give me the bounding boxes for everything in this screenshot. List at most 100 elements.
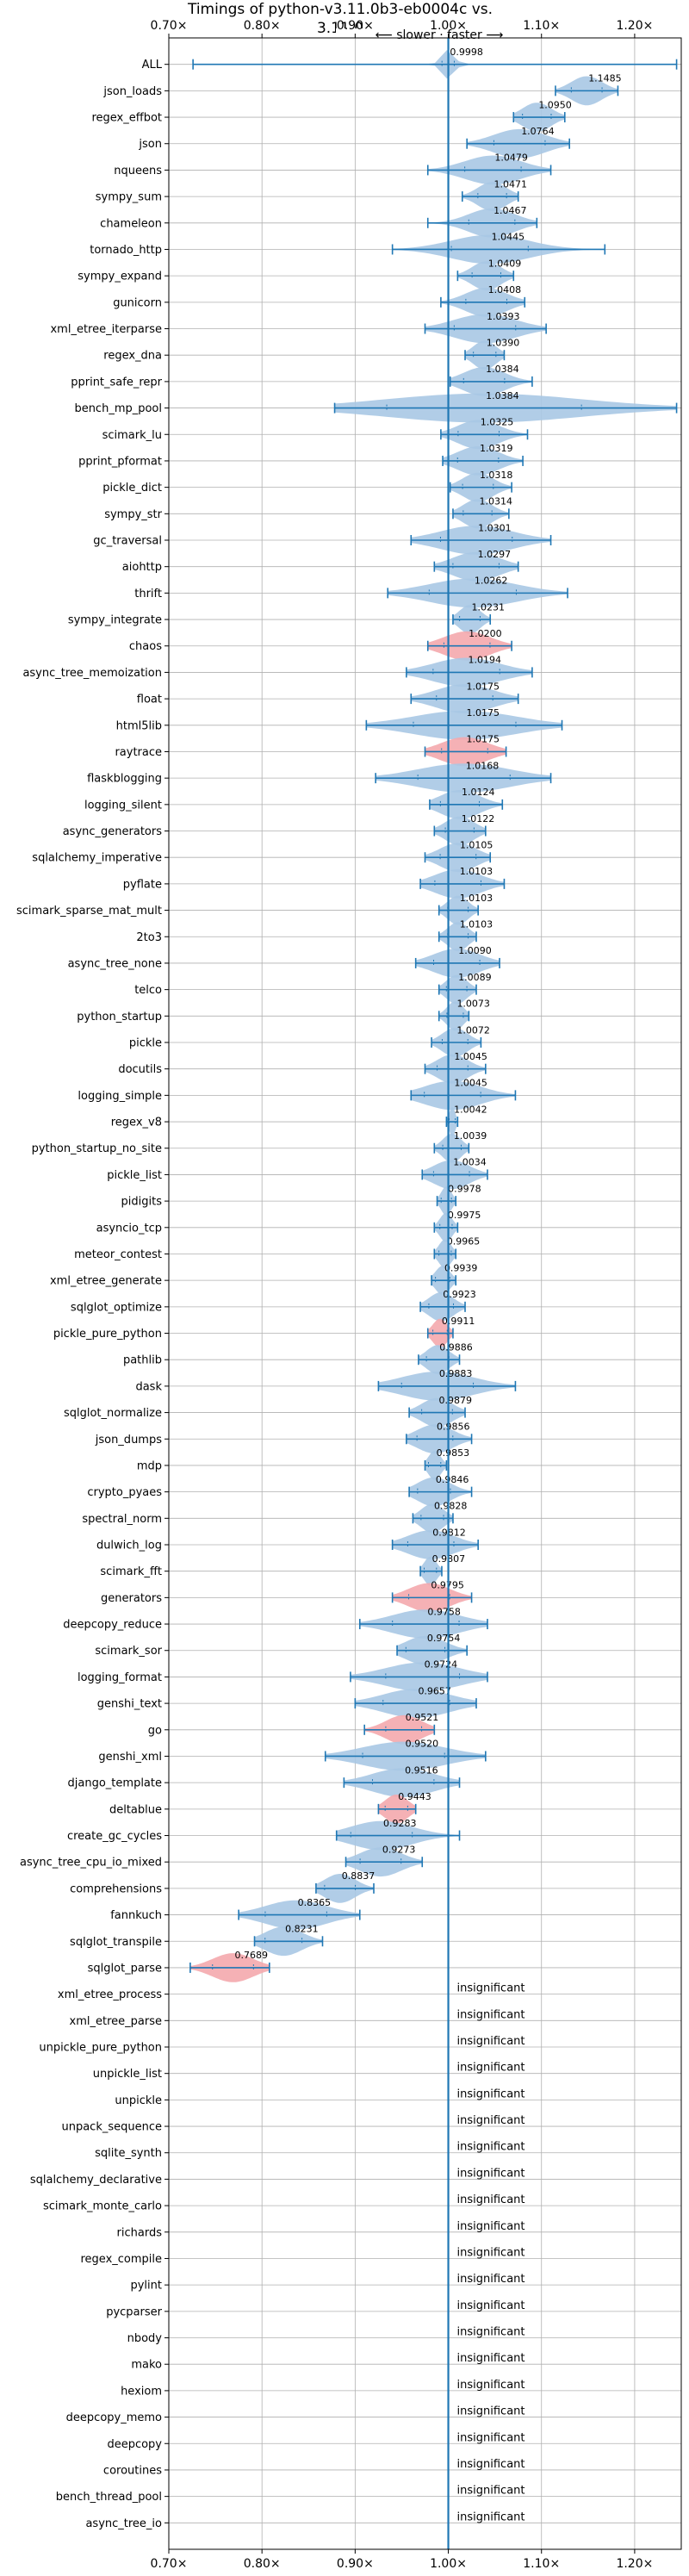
y-tick-label: docutils bbox=[118, 1063, 162, 1076]
y-tick-label: xml_etree_iterparse bbox=[50, 323, 162, 336]
insignificant-label: insignificant bbox=[457, 2405, 525, 2418]
violin-value-label: 1.0105 bbox=[460, 839, 493, 850]
violin-value-label: 1.0103 bbox=[460, 866, 493, 877]
insignificant-label: insignificant bbox=[457, 2141, 525, 2154]
y-tick-label: fannkuch bbox=[110, 1909, 162, 1922]
y-tick-label: deepcopy_reduce bbox=[63, 1619, 162, 1632]
y-tick-label: python_startup_no_site bbox=[32, 1142, 162, 1155]
violin-value-label: 0.9516 bbox=[405, 1764, 438, 1776]
violin-value-label: 0.9283 bbox=[383, 1818, 417, 1829]
insignificant-label: insignificant bbox=[457, 2193, 525, 2206]
x-tick-label-top: 1.00× bbox=[430, 19, 467, 33]
y-tick-label: bench_thread_pool bbox=[56, 2491, 162, 2504]
y-tick-label: pprint_safe_repr bbox=[71, 376, 162, 389]
violin-value-label: 0.9856 bbox=[437, 1422, 470, 1433]
insignificant-label: insignificant bbox=[457, 2062, 525, 2075]
insignificant-label: insignificant bbox=[457, 2088, 525, 2100]
y-tick-label: chameleon bbox=[100, 217, 162, 230]
y-tick-label: pidigits bbox=[121, 1196, 163, 1209]
y-tick-label: unpickle bbox=[115, 2094, 162, 2107]
y-tick-label: scimark_monte_carlo bbox=[43, 2200, 162, 2213]
violin-value-label: 0.9273 bbox=[382, 1844, 416, 1855]
y-tick-label: unpickle_pure_python bbox=[39, 2042, 162, 2055]
insignificant-label: insignificant bbox=[457, 2035, 525, 2048]
insignificant-label: insignificant bbox=[457, 1982, 525, 1995]
y-tick-label: sqlglot_parse bbox=[88, 1962, 162, 1975]
y-tick-label: mdp bbox=[137, 1459, 162, 1472]
y-tick-label: pickle_pure_python bbox=[53, 1328, 162, 1341]
violin-value-label: 1.0408 bbox=[488, 284, 522, 296]
violin-value-label: 0.8837 bbox=[342, 1870, 376, 1882]
violin-value-label: 0.9883 bbox=[439, 1368, 473, 1379]
y-tick-label: json_dumps bbox=[95, 1434, 162, 1447]
y-tick-label: scimark_lu bbox=[102, 429, 162, 442]
violin-value-label: 1.0090 bbox=[458, 945, 492, 956]
violin-value-label: 0.9443 bbox=[398, 1791, 431, 1802]
y-tick-label: generators bbox=[101, 1592, 162, 1605]
y-tick-label: nbody bbox=[127, 2332, 163, 2345]
y-tick-label: gunicorn bbox=[113, 296, 162, 309]
violin-value-label: 1.0122 bbox=[462, 813, 495, 824]
violin-value-label: 0.8365 bbox=[298, 1897, 332, 1908]
violin-value-label: 0.9965 bbox=[447, 1236, 481, 1248]
violin-value-label: 1.0325 bbox=[481, 417, 514, 428]
y-tick-label: bench_mp_pool bbox=[74, 402, 162, 415]
y-tick-label: richards bbox=[117, 2226, 163, 2239]
violin-value-label: 0.9879 bbox=[438, 1395, 472, 1406]
y-tick-label: sympy_expand bbox=[78, 271, 162, 283]
violin-value-label: 0.9923 bbox=[443, 1289, 476, 1300]
y-tick-label: spectral_norm bbox=[82, 1513, 162, 1526]
violin-value-label: 0.9521 bbox=[406, 1712, 439, 1723]
y-tick-label: xml_etree_parse bbox=[70, 2015, 162, 2028]
y-tick-label: genshi_text bbox=[97, 1698, 162, 1711]
violin-value-label: 1.0950 bbox=[538, 99, 572, 110]
x-tick-label-bottom: 0.80× bbox=[244, 2557, 281, 2571]
violin-value-label: 1.0301 bbox=[478, 522, 512, 533]
y-tick-label: async_tree_io bbox=[85, 2517, 162, 2530]
y-tick-label: thrift bbox=[134, 588, 162, 600]
y-tick-label: pprint_pformat bbox=[78, 455, 162, 468]
insignificant-label: insignificant bbox=[457, 2008, 525, 2021]
y-tick-label: sympy_sum bbox=[96, 191, 162, 204]
x-tick-label-bottom: 0.70× bbox=[151, 2557, 188, 2571]
violin-value-label: 0.9657 bbox=[418, 1685, 451, 1696]
violin-value-label: 1.0175 bbox=[466, 734, 500, 745]
violin-value-label: 0.7689 bbox=[235, 1950, 269, 1961]
y-tick-label: nqueens bbox=[114, 165, 162, 177]
y-tick-label: create_gc_cycles bbox=[67, 1830, 162, 1843]
y-tick-label: sqlglot_optimize bbox=[71, 1301, 162, 1314]
y-tick-label: json_loads bbox=[102, 85, 162, 98]
x-tick-label-bottom: 0.90× bbox=[337, 2557, 374, 2571]
violin-value-label: 0.9886 bbox=[439, 1341, 473, 1353]
plot-frame bbox=[168, 37, 682, 2550]
y-tick-label: deepcopy bbox=[107, 2438, 162, 2451]
violin-value-label: 1.0314 bbox=[480, 496, 513, 507]
insignificant-label: insignificant bbox=[457, 2511, 525, 2523]
y-tick-label: sqlglot_normalize bbox=[64, 1407, 162, 1420]
violin-value-label: 1.0318 bbox=[480, 470, 513, 481]
violin-value-label: 1.0045 bbox=[454, 1078, 487, 1089]
y-tick-label: pickle_list bbox=[107, 1169, 162, 1182]
y-tick-label: aiohttp bbox=[122, 561, 162, 574]
y-tick-label: xml_etree_process bbox=[58, 1988, 162, 2001]
violin-value-label: 1.0089 bbox=[458, 972, 492, 983]
y-tick-label: go bbox=[148, 1724, 162, 1737]
y-tick-label: meteor_contest bbox=[74, 1248, 162, 1261]
violin-value-label: 1.0390 bbox=[487, 337, 520, 348]
y-tick-label: logging_simple bbox=[78, 1090, 162, 1103]
violin-value-label: 1.0042 bbox=[454, 1104, 487, 1115]
insignificant-label: insignificant bbox=[457, 2114, 525, 2127]
insignificant-label: insignificant bbox=[457, 2273, 525, 2286]
violin-value-label: 1.0103 bbox=[460, 893, 493, 904]
y-tick-label: xml_etree_generate bbox=[50, 1275, 162, 1288]
y-tick-label: tornado_http bbox=[90, 244, 162, 257]
y-tick-label: sqlite_synth bbox=[95, 2147, 162, 2160]
y-tick-label: regex_compile bbox=[80, 2253, 162, 2266]
x-tick-label-bottom: 1.10× bbox=[523, 2557, 560, 2571]
y-tick-label: pyflate bbox=[123, 878, 162, 891]
y-tick-label: gc_traversal bbox=[93, 535, 162, 548]
insignificant-label: insignificant bbox=[457, 2326, 525, 2339]
x-tick-label-bottom: 1.20× bbox=[616, 2557, 653, 2571]
y-tick-label: mako bbox=[131, 2359, 162, 2372]
